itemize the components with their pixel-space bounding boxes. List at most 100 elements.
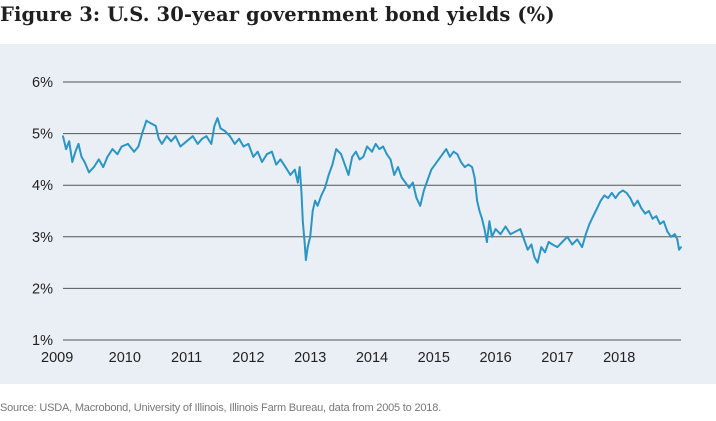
data-point (165, 135, 168, 138)
data-point (77, 143, 80, 145)
data-point (481, 217, 483, 220)
data-point (149, 122, 152, 125)
data-point (106, 155, 109, 158)
data-point (614, 197, 617, 200)
data-point (201, 137, 204, 140)
x-tick-label: 2012 (232, 350, 264, 366)
data-point (111, 148, 114, 150)
data-point (445, 148, 448, 150)
data-point (561, 241, 564, 243)
data-point (120, 145, 123, 148)
data-point (355, 150, 357, 153)
data-point (536, 261, 539, 264)
data-point (256, 150, 259, 153)
data-point (581, 246, 583, 249)
data-point (640, 207, 643, 210)
x-axis-tick-labels: 2009 2010 2011 2012 2013 2014 2015 2016 2017 2018 (41, 350, 635, 366)
y-tick-label: 2% (32, 281, 53, 297)
data-point (514, 230, 517, 233)
data-point (68, 140, 71, 143)
data-point (161, 143, 163, 145)
data-point (311, 210, 314, 212)
data-point (343, 163, 346, 166)
data-point (437, 158, 440, 161)
data-point (596, 207, 598, 210)
data-point (622, 189, 624, 192)
data-point (463, 166, 466, 168)
data-point (644, 212, 647, 215)
data-point (471, 166, 473, 168)
data-point (473, 176, 476, 179)
data-point (566, 235, 569, 238)
data-point (170, 140, 173, 143)
data-point (618, 192, 621, 194)
gridlines (63, 81, 681, 341)
data-point (571, 243, 574, 246)
data-point (284, 166, 287, 168)
data-point (486, 241, 488, 243)
data-point (324, 186, 326, 189)
data-point (651, 217, 654, 220)
data-point (157, 137, 160, 140)
data-point (351, 155, 354, 158)
data-point (213, 125, 216, 127)
data-point (102, 166, 105, 168)
data-point (655, 215, 658, 218)
data-point (382, 145, 384, 148)
data-point (219, 127, 222, 130)
data-point (662, 220, 665, 223)
chart-title: Figure 3: U.S. 30-year government bond y… (0, 3, 555, 26)
data-point (460, 161, 462, 163)
data-point (62, 135, 64, 138)
data-point (298, 166, 301, 168)
data-point (366, 145, 368, 148)
chart-panel: 6% 5% 4% 3% 2% 1% 2009 2010 2011 2012 2013 2014 201… (0, 44, 716, 384)
data-point (547, 241, 550, 243)
data-point (533, 256, 536, 259)
y-tick-label: 6% (32, 75, 53, 91)
x-tick-label: 2014 (356, 350, 388, 366)
data-point (279, 158, 282, 161)
data-point (83, 161, 86, 163)
data-point (80, 155, 83, 158)
data-point (116, 153, 119, 156)
data-point (676, 238, 679, 241)
data-point (305, 259, 307, 261)
data-point (210, 143, 213, 145)
data-point (393, 174, 396, 176)
data-point (275, 163, 278, 166)
data-point (374, 143, 377, 145)
data-point (154, 125, 157, 127)
data-point (404, 181, 407, 184)
data-point (331, 163, 334, 166)
data-point (141, 132, 144, 135)
data-point (271, 150, 273, 153)
data-point (397, 166, 399, 168)
y-axis-tick-labels: 6% 5% 4% 3% 2% 1% (32, 75, 53, 349)
data-point (411, 181, 414, 184)
data-point (316, 204, 319, 207)
data-point (419, 204, 422, 207)
data-point (576, 238, 579, 241)
data-point (551, 243, 554, 246)
data-point (205, 135, 208, 138)
data-point (426, 179, 429, 181)
data-point (371, 150, 373, 153)
data-point (434, 163, 436, 166)
data-point (309, 235, 312, 238)
data-point (303, 241, 306, 243)
data-point (610, 192, 613, 194)
data-point (494, 228, 497, 231)
data-point (441, 153, 444, 156)
data-point (449, 155, 451, 158)
data-point (127, 143, 129, 145)
x-tick-label: 2010 (109, 350, 141, 366)
data-point (335, 148, 338, 150)
data-point (88, 171, 90, 174)
data-point (625, 192, 628, 194)
data-point (289, 174, 292, 176)
data-point (476, 199, 478, 202)
data-point (229, 135, 231, 138)
data-point (97, 158, 100, 161)
x-tick-label: 2013 (294, 350, 326, 366)
